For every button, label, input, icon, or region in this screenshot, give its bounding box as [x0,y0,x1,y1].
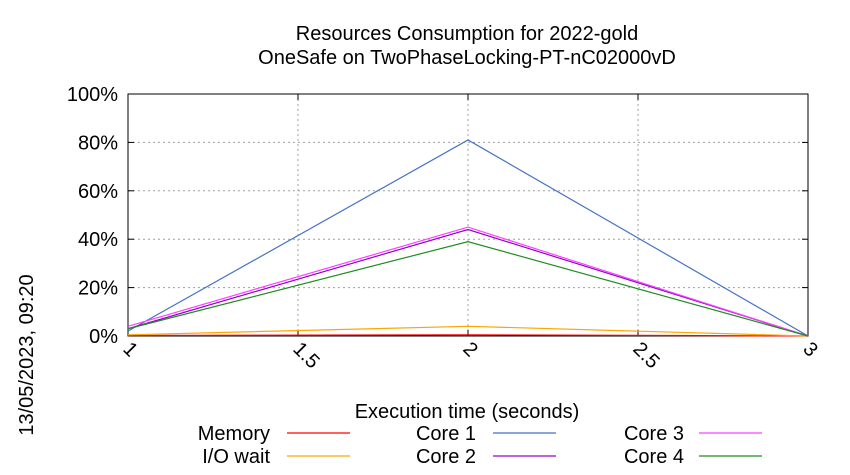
legend-label: Core 2 [416,446,476,468]
x-axis-label: Execution time (seconds) [355,401,580,423]
series-line-core-1 [127,139,809,337]
legend-label: Core 3 [624,423,684,445]
series [127,139,809,337]
legend-label: Memory [198,423,270,445]
x-tick-label: 1.5 [288,338,323,373]
grid [128,94,808,336]
y-tick-label: 0% [89,326,118,348]
legend-label: I/O wait [202,446,270,468]
x-tick-label: 3 [798,338,821,361]
x-tick-label: 1 [118,338,141,361]
chart-subtitle: OneSafe on TwoPhaseLocking-PT-nC02000vD [258,47,676,69]
legend-label: Core 1 [416,423,476,445]
y-tick-label: 20% [78,278,118,300]
series-line-core-2 [127,228,809,337]
chart-title: Resources Consumption for 2022-gold [296,23,638,45]
y-tick-label: 60% [78,181,118,203]
y-tick-label: 100% [67,84,118,106]
timestamp-label: 13/05/2023, 09:20 [16,274,38,435]
y-tick-label: 40% [78,229,118,251]
series-line-i-o-wait [127,325,809,337]
series-line-core-3 [127,226,809,337]
y-tick-label: 80% [78,132,118,154]
legend-label: Core 4 [624,446,684,468]
x-tick-label: 2 [458,338,481,361]
series-line-memory [127,334,809,337]
series-line-core-4 [127,240,809,337]
x-tick-label: 2.5 [628,338,663,373]
x-axis: 1 1.5 2 2.5 3 [118,94,822,373]
y-axis: 0% 20% 40% 60% 80% 100% [67,84,808,348]
